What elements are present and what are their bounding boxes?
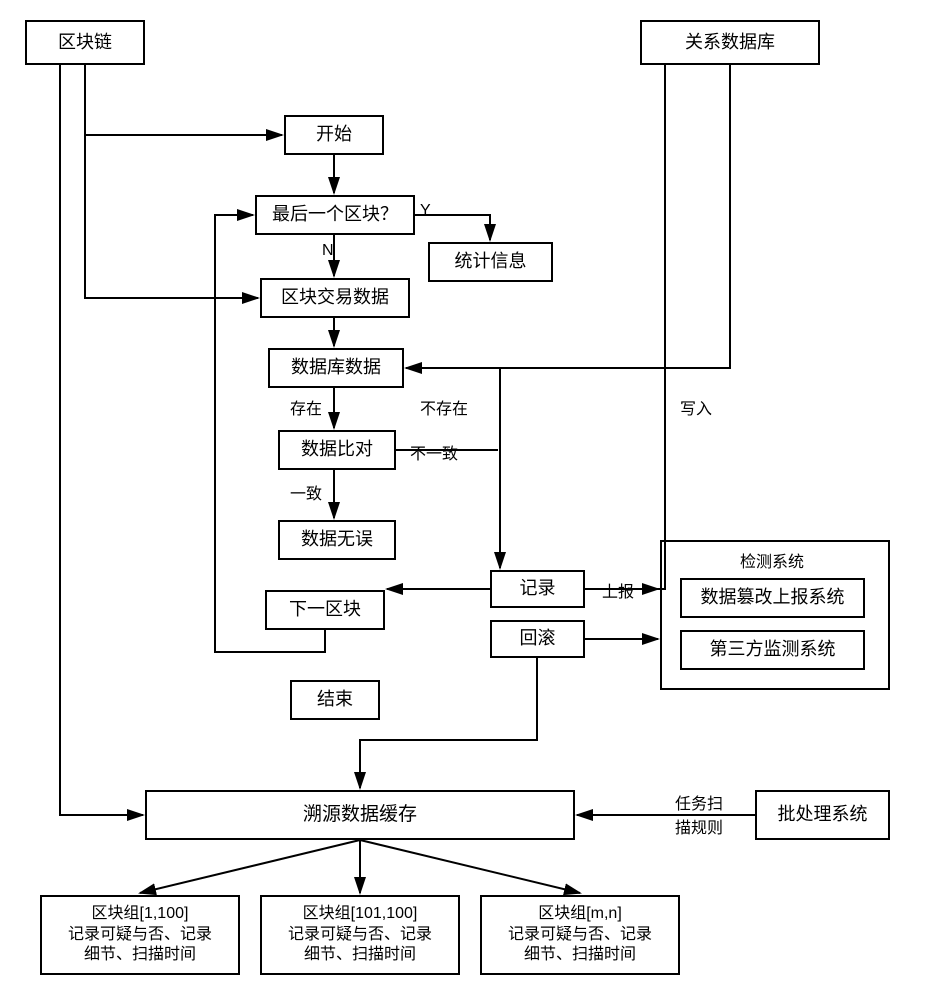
flowchart-edges (0, 0, 939, 1000)
node-batch: 批处理系统 (755, 790, 890, 840)
node-next-block: 下一区块 (265, 590, 385, 630)
label-not-match: 不一致 (410, 440, 458, 464)
label-n: N (322, 242, 334, 260)
label-y: Y (420, 202, 431, 220)
node-data-ok: 数据无误 (278, 520, 396, 560)
label-not-exists: 不存在 (420, 395, 468, 419)
node-block-group-2: 区块组[101,100] 记录可疑与否、记录 细节、扫描时间 (260, 895, 460, 975)
node-trace-cache: 溯源数据缓存 (145, 790, 575, 840)
node-stats: 统计信息 (428, 242, 553, 282)
label-detect-title: 检测系统 (740, 548, 804, 572)
label-report: 上报 (602, 578, 634, 602)
node-db-data: 数据库数据 (268, 348, 404, 388)
node-last-block: 最后一个区块？ (255, 195, 415, 235)
node-start: 开始 (284, 115, 384, 155)
node-block-group-1: 区块组[1,100] 记录可疑与否、记录 细节、扫描时间 (40, 895, 240, 975)
node-tamper-report: 数据篡改上报系统 (680, 578, 865, 618)
node-record: 记录 (490, 570, 585, 608)
node-relational-db: 关系数据库 (640, 20, 820, 65)
node-blockchain: 区块链 (25, 20, 145, 65)
node-end: 结束 (290, 680, 380, 720)
label-scan-rule: 任务扫 描规则 (675, 790, 723, 838)
label-write: 写入 (680, 395, 712, 419)
node-rollback: 回滚 (490, 620, 585, 658)
label-exists: 存在 (290, 395, 322, 419)
node-block-group-3: 区块组[m,n] 记录可疑与否、记录 细节、扫描时间 (480, 895, 680, 975)
node-third-party: 第三方监测系统 (680, 630, 865, 670)
node-block-trans: 区块交易数据 (260, 278, 410, 318)
node-compare: 数据比对 (278, 430, 396, 470)
label-match: 一致 (290, 480, 322, 504)
